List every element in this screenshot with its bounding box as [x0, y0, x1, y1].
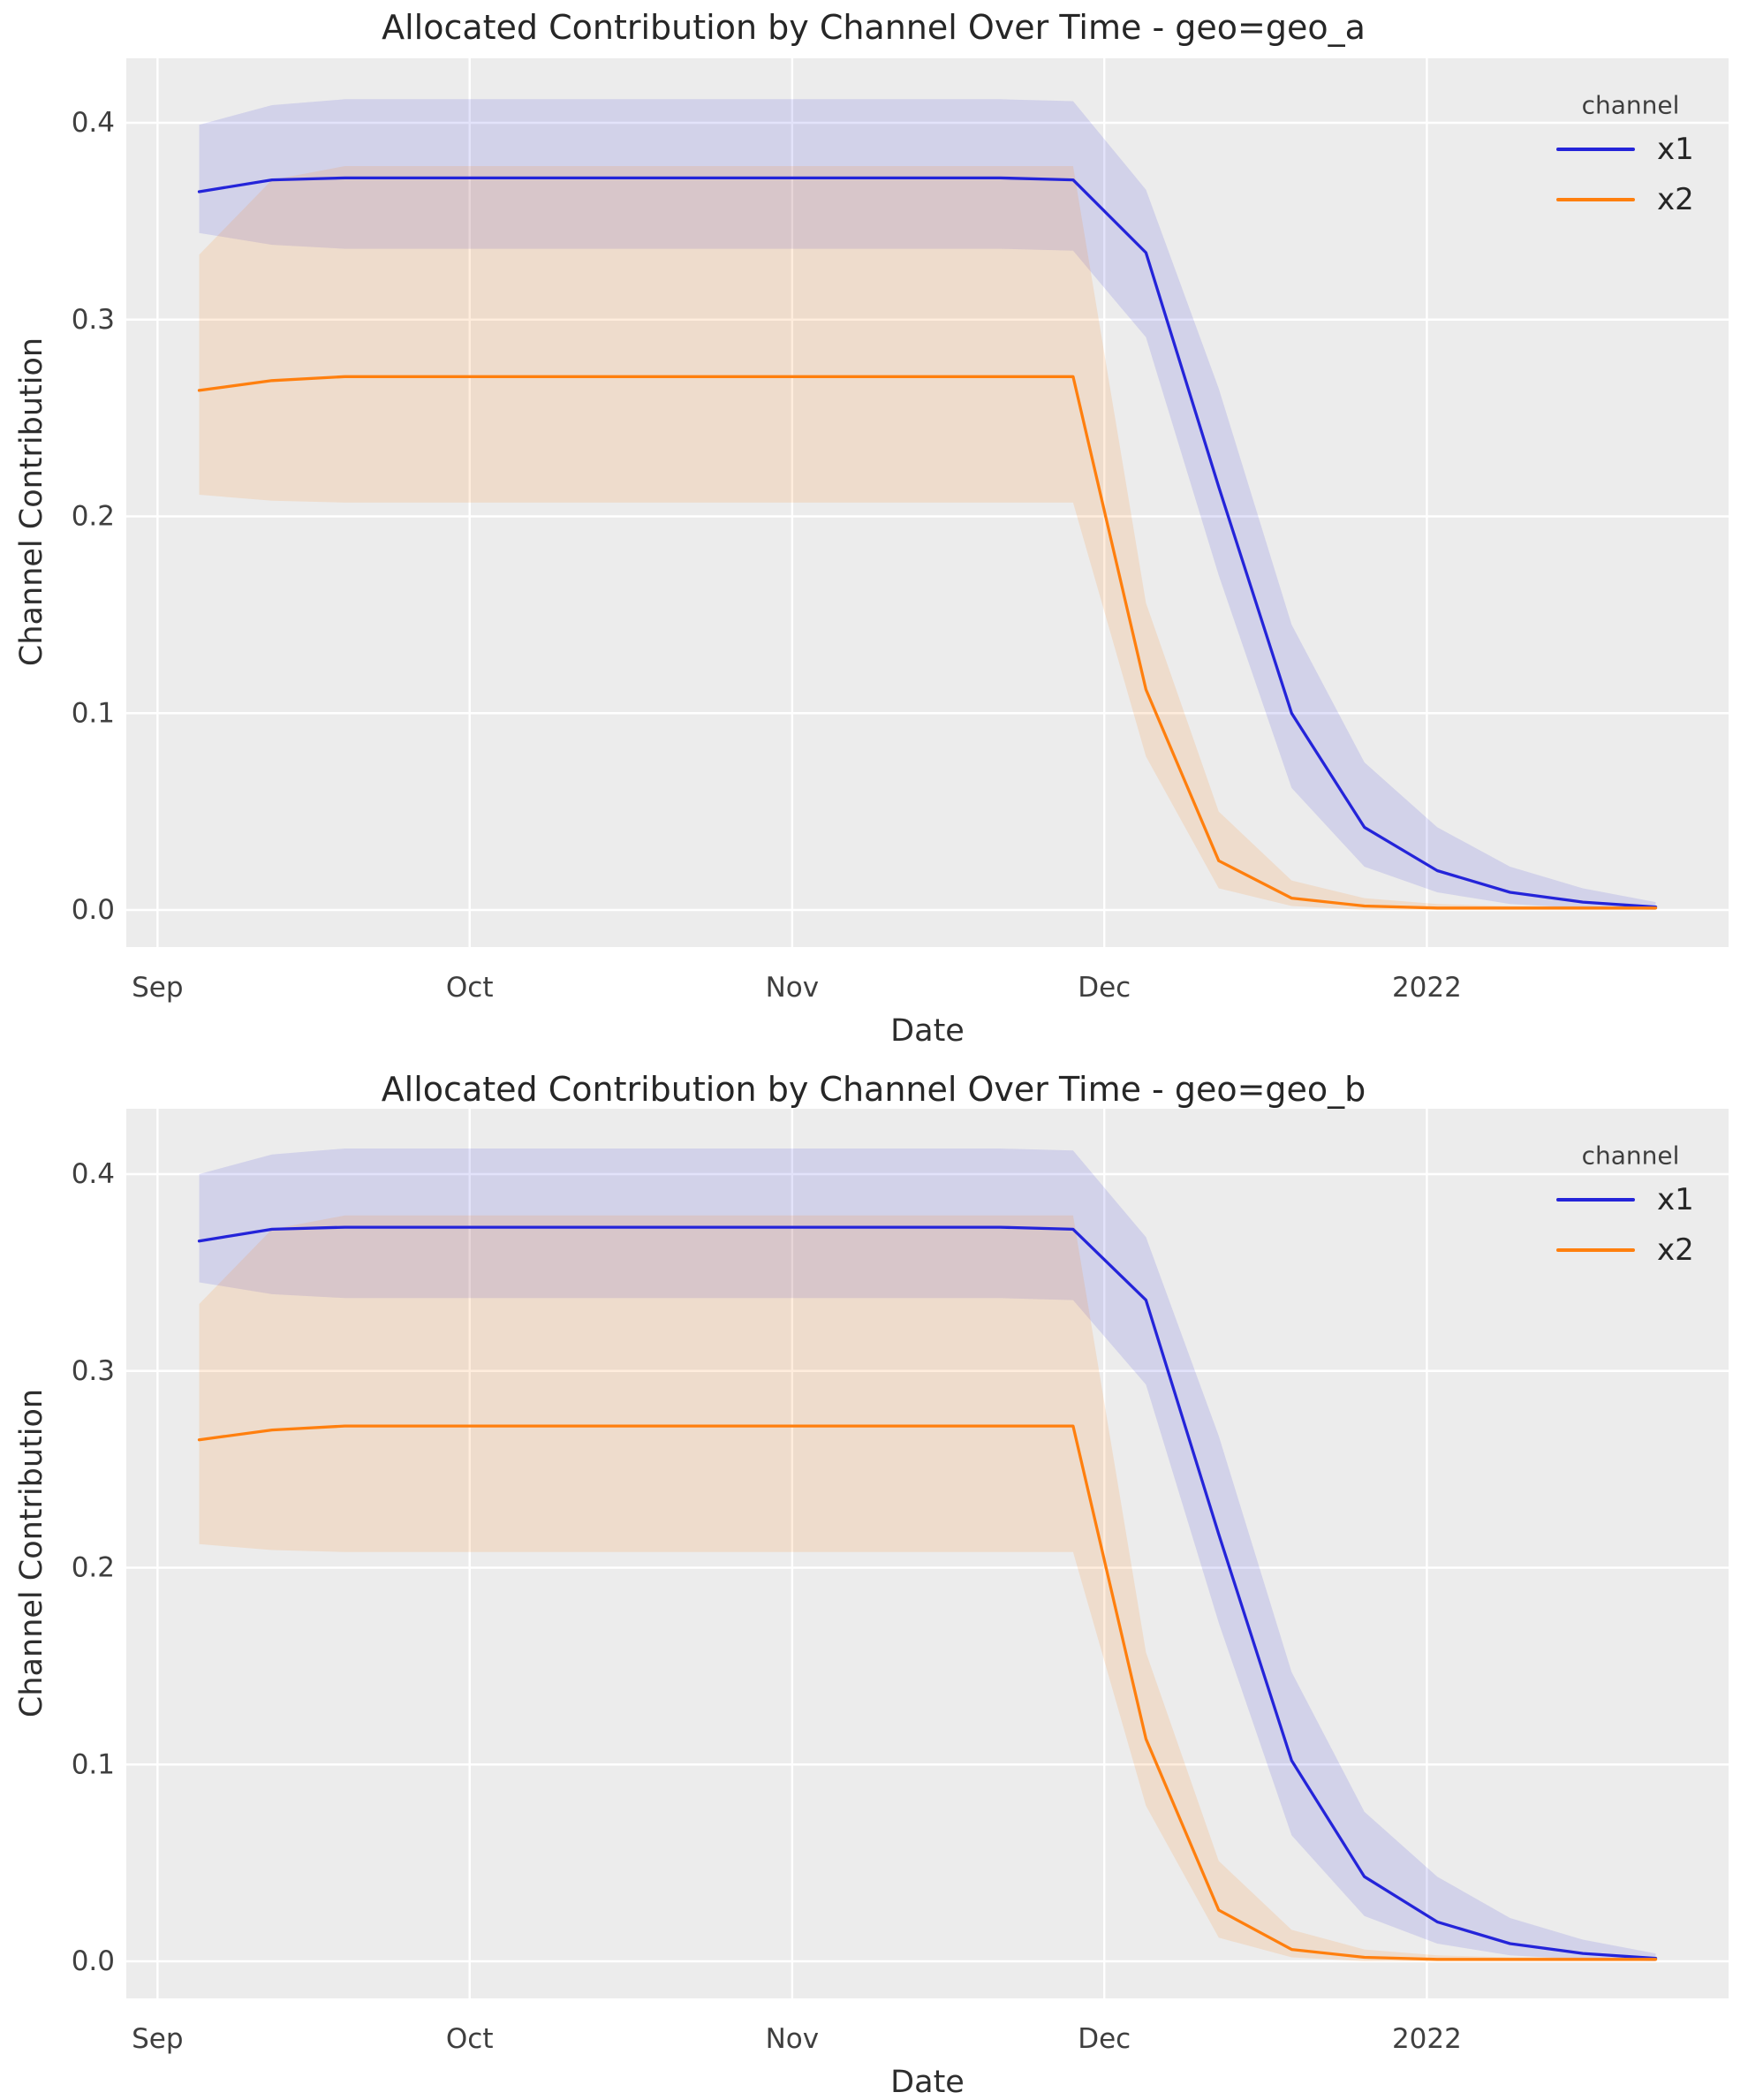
y-tick-label: 0.3 — [72, 304, 115, 336]
axes-background — [126, 58, 1729, 947]
x-tick-label: Oct — [446, 972, 494, 1004]
confidence-band-x2 — [199, 166, 1656, 910]
y-tick-label: 0.0 — [72, 894, 115, 926]
legend-label-x2: x2 — [1657, 1232, 1694, 1268]
x-tick-label: Oct — [446, 2023, 494, 2055]
confidence-band-x1 — [199, 99, 1656, 911]
y-tick-label: 0.4 — [72, 1158, 115, 1190]
mean-line-x1 — [197, 1225, 1658, 1960]
y-tick-label: 0.3 — [72, 1355, 115, 1387]
y-axis-label: Channel Contribution — [14, 337, 49, 666]
legend-title: channel — [1582, 91, 1680, 120]
x-tick-label: 2022 — [1392, 972, 1462, 1004]
x-tick-label: Dec — [1078, 972, 1131, 1004]
mean-line-x2 — [197, 1424, 1658, 1961]
y-tick-label: 0.0 — [72, 1945, 115, 1977]
axes-background — [126, 1109, 1729, 1998]
x-tick-label: Sep — [132, 2023, 183, 2055]
y-tick-label: 0.1 — [72, 697, 115, 729]
x-axis-label: Date — [890, 2065, 965, 2100]
x-tick-label: Sep — [132, 972, 183, 1004]
x-tick-label: Nov — [766, 972, 820, 1004]
legend-label-x1: x1 — [1657, 132, 1694, 167]
x-axis-label: Date — [890, 1013, 965, 1049]
confidence-band-x2 — [199, 1215, 1656, 1961]
y-tick-label: 0.2 — [72, 1552, 115, 1584]
x-tick-label: Nov — [766, 2023, 820, 2055]
y-axis-label: Channel Contribution — [14, 1389, 49, 1717]
y-tick-label: 0.1 — [72, 1748, 115, 1780]
y-tick-label: 0.4 — [72, 107, 115, 139]
y-tick-label: 0.2 — [72, 501, 115, 533]
x-tick-label: 2022 — [1392, 2023, 1462, 2055]
subplot-title: Allocated Contribution by Channel Over T… — [382, 1070, 1366, 1109]
mean-line-x1 — [197, 176, 1658, 909]
x-tick-label: Dec — [1078, 2023, 1131, 2055]
legend-title: channel — [1582, 1141, 1680, 1171]
subplot-title: Allocated Contribution by Channel Over T… — [382, 8, 1366, 47]
legend-label-x1: x1 — [1657, 1182, 1694, 1217]
mean-line-x2 — [197, 375, 1658, 910]
legend-label-x2: x2 — [1657, 182, 1694, 217]
